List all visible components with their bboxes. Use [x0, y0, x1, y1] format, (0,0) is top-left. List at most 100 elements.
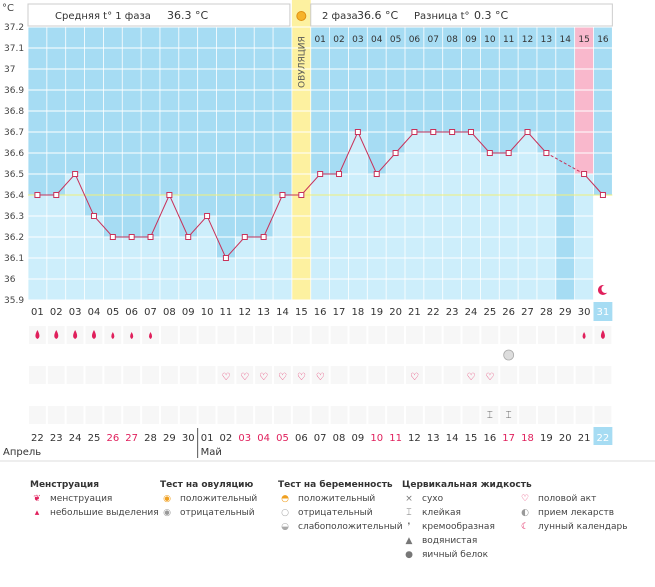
- sun-icon: [296, 11, 307, 21]
- phase2-day-label: 01: [314, 35, 325, 45]
- cycle-day-label: 15: [295, 307, 308, 318]
- icon-cell: [462, 346, 480, 364]
- legend-item: ○ отрицательный: [278, 506, 403, 520]
- icon-cell: [160, 366, 178, 384]
- legend-item: ▲ водянистая: [402, 534, 532, 548]
- icon-cell: [519, 386, 536, 404]
- icon-cell: [198, 346, 216, 364]
- date-label: 25: [88, 433, 101, 444]
- icon-cell: [66, 386, 84, 404]
- icon-cell: [537, 326, 555, 344]
- icon-cell: [500, 366, 518, 384]
- cycle-day-label: 24: [465, 307, 478, 318]
- icon-cell: [330, 346, 348, 364]
- temperature-point: [581, 171, 588, 177]
- icon-cell: [47, 366, 65, 384]
- y-tick-label: 36.3: [4, 212, 24, 222]
- icon-cell: [519, 346, 536, 364]
- column-fill: [122, 237, 142, 300]
- icon-cell: [311, 346, 329, 364]
- date-label: 24: [69, 433, 82, 444]
- heart-icon: ♡: [278, 372, 287, 383]
- y-tick-label: 36.6: [4, 149, 24, 159]
- temperature-point: [373, 171, 380, 177]
- cycle-day-label: 28: [540, 307, 553, 318]
- icon-cell: [47, 346, 65, 364]
- icon-cell: [556, 386, 574, 404]
- icon-cell: [424, 386, 442, 404]
- legend-label: положительный: [180, 494, 258, 504]
- temperature-point: [204, 213, 211, 219]
- phase2-box: [310, 3, 613, 27]
- column-fill: [499, 153, 519, 300]
- icon-cell: [274, 326, 291, 344]
- icon-cell: [104, 346, 122, 364]
- icon-cell: [500, 386, 518, 404]
- icon-cell: [274, 386, 291, 404]
- icon-cell: [481, 406, 499, 424]
- icon-cell: [519, 406, 536, 424]
- drop-small-icon: [149, 332, 153, 339]
- icon-cell: [104, 366, 122, 384]
- icon-cell: [66, 346, 84, 364]
- column-fill: [28, 195, 47, 300]
- ovulation-column: [291, 0, 311, 300]
- icon-cell: [85, 346, 103, 364]
- temperature-point: [222, 255, 229, 261]
- icon-cell: [311, 386, 329, 404]
- temperature-point: [34, 192, 41, 198]
- heart-icon: ♡: [485, 372, 494, 383]
- month-label: Май: [201, 447, 222, 458]
- icon-cell: [349, 346, 367, 364]
- icon-cell: [292, 406, 310, 424]
- icon-cell: [104, 386, 122, 404]
- moon-icon-mask: [601, 285, 610, 293]
- drop-big-icon: ❦: [33, 494, 41, 504]
- icon-cell: [443, 326, 461, 344]
- legend-label: кремообразная: [422, 522, 495, 532]
- y-tick-label: 36.2: [4, 233, 24, 243]
- heart-icon: ♡: [316, 372, 325, 383]
- drop-small-icon: [111, 332, 115, 339]
- cycle-day-label: 17: [333, 307, 346, 318]
- icon-cell: [236, 366, 254, 384]
- icon-cell: [311, 326, 329, 344]
- temperature-point: [486, 150, 493, 156]
- water-drop-icon: ▲: [405, 536, 413, 546]
- icon-cell: [330, 326, 348, 344]
- ovulation-label: ОВУЛЯЦИЯ: [297, 36, 307, 88]
- icon-cell: [349, 386, 367, 404]
- date-label: 12: [408, 433, 421, 444]
- cycle-day-label: 03: [69, 307, 82, 318]
- icon-cell: [104, 406, 122, 424]
- temperature-point: [72, 171, 79, 177]
- legend-label: лунный календарь: [538, 522, 628, 532]
- icon-cell: [236, 346, 254, 364]
- date-label: 22: [597, 433, 610, 444]
- icon-cell: [255, 366, 273, 384]
- sticky-icon: ⌶: [506, 410, 512, 421]
- legend-label: яичный белок: [422, 550, 489, 560]
- phase2-day-label: 03: [352, 35, 363, 45]
- phase2-day-label: 09: [465, 35, 477, 45]
- temperature-point: [392, 150, 399, 156]
- phase2-day-label: 14: [559, 35, 571, 45]
- phase2-day-label: 15: [578, 35, 589, 45]
- icon-cell: [368, 406, 386, 424]
- y-tick-label: 36: [4, 275, 16, 285]
- column-fill: [254, 237, 274, 300]
- icon-cell: [123, 366, 141, 384]
- icon-cell: [406, 366, 423, 384]
- icon-cell: [556, 406, 574, 424]
- temperature-chart: 37.2 37.1 37 36.9 36.8 36.7 36.6 36.5 36.4 36.3 36…: [0, 0, 655, 462]
- heart-icon: ♡: [221, 372, 230, 383]
- icon-cell: [443, 366, 461, 384]
- temperature-point: [543, 150, 550, 156]
- cycle-day-label: 29: [559, 307, 572, 318]
- y-tick-label: 37.2: [4, 23, 24, 33]
- cycle-day-label: 07: [144, 307, 157, 318]
- date-label: 05: [276, 433, 289, 444]
- y-tick-label: 36.1: [4, 254, 24, 264]
- legend-cervical-fluid: Цервикальная жидкость × сухо ⌶ клейкая ❜ кр…: [402, 478, 532, 562]
- date-label: 29: [163, 433, 176, 444]
